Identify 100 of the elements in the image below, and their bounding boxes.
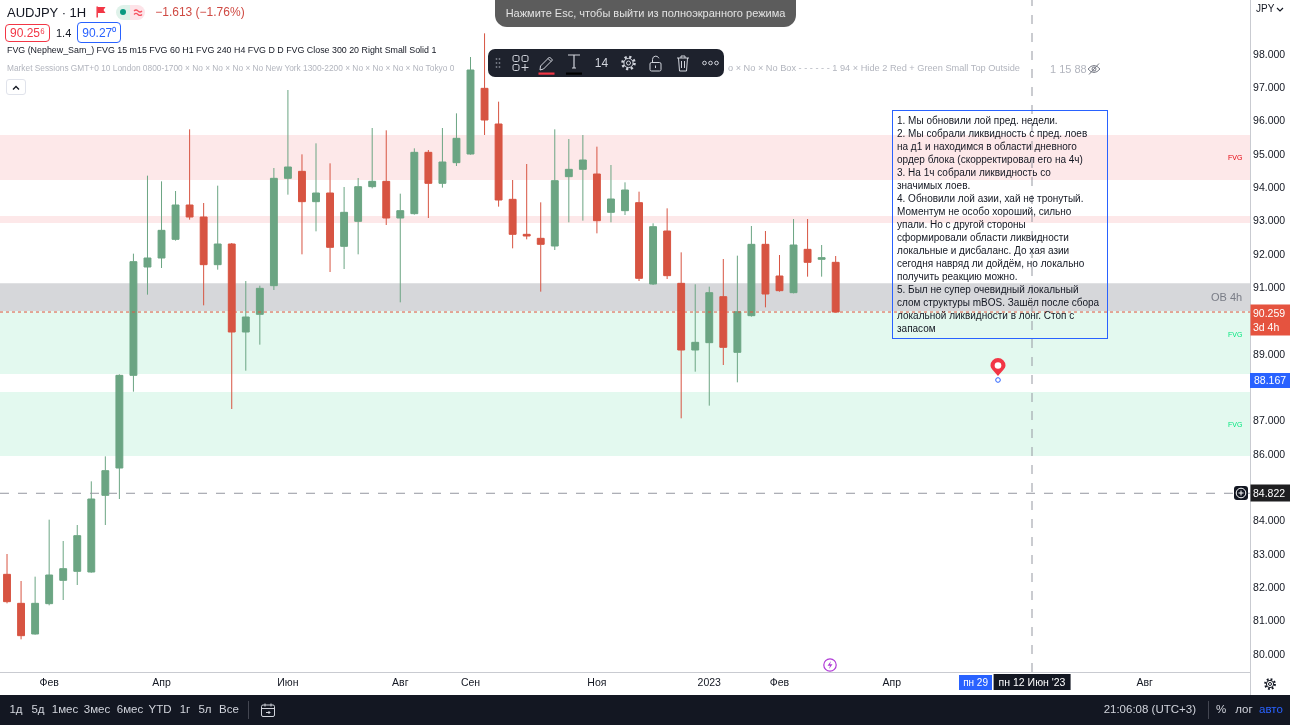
candlestick	[564, 138, 573, 223]
y-tick-label: 94.000	[1253, 181, 1286, 194]
candlestick	[621, 181, 629, 216]
candlestick	[536, 201, 545, 293]
candlestick	[354, 177, 363, 255]
x-tick-label: Фев	[39, 675, 60, 688]
annotation: 1 15 88	[1050, 63, 1087, 75]
y-tick-label: 97.000	[1253, 81, 1286, 94]
candlestick	[101, 455, 110, 526]
x-tick-label: Фев	[769, 675, 790, 688]
annotation: 90.25⁶	[5, 23, 50, 42]
y-tick-label: 83.000	[1253, 547, 1286, 560]
candlestick	[340, 186, 349, 270]
candlestick	[761, 230, 770, 308]
text: пн 12 Июн '23	[993, 674, 1071, 690]
annotation: Market Sessions GMT+0 10 London 0800-1700 × No × No × No × No New York 1300-2200 × No × No × No × No Tokyo 0	[7, 63, 455, 73]
candlestick	[73, 524, 82, 586]
candlestick	[424, 149, 433, 219]
candlestick	[255, 285, 264, 346]
x-tick-label: Апр	[882, 675, 902, 688]
banner: Нажмите Esc, чтобы выйти из полноэкранного режима	[495, 0, 796, 27]
candlestick	[368, 127, 377, 189]
y-tick-label: 82.000	[1253, 581, 1286, 594]
y-tick-label: 89.000	[1253, 347, 1286, 360]
annotation: o × No × No Box - - - - - - 1 94 × Hide 2 Red + Green Small Top Outside	[728, 63, 1020, 73]
candlestick	[452, 112, 461, 167]
candlestick	[283, 89, 292, 196]
text: пн 29	[959, 675, 992, 690]
y-tick-label: 98.000	[1253, 47, 1286, 60]
candlestick	[298, 153, 306, 255]
candlestick	[607, 164, 615, 223]
candlestick	[649, 222, 658, 286]
y-tick-label: 93.000	[1253, 214, 1286, 227]
candlestick	[508, 179, 517, 249]
candlestick	[438, 127, 447, 189]
candlestick	[747, 225, 756, 318]
y-tick-label: 87.000	[1253, 414, 1286, 427]
candlestick	[326, 162, 334, 273]
text: 88.167	[1250, 373, 1290, 388]
candlestick	[199, 202, 208, 306]
candlestick	[87, 480, 96, 574]
candlestick	[522, 163, 531, 240]
x-tick-label: Апр	[152, 675, 171, 688]
candlestick	[382, 129, 391, 226]
candlestick	[312, 142, 320, 232]
candlestick	[115, 373, 124, 500]
candlestick	[143, 175, 152, 296]
x-tick-label: Июн	[277, 675, 299, 688]
candlestick	[269, 167, 278, 291]
candlestick	[227, 242, 236, 410]
candlestick	[550, 128, 559, 251]
candlestick	[817, 244, 826, 278]
annotation: 14	[588, 49, 615, 77]
candlestick	[831, 255, 840, 313]
y-tick-label: 92.000	[1253, 247, 1286, 260]
candlestick	[677, 251, 686, 419]
x-tick-label: 2023	[697, 675, 722, 688]
candlestick	[17, 580, 26, 640]
x-tick-label: Авг	[1136, 675, 1154, 688]
annotation: −1.613 (−1.76%)	[155, 5, 245, 19]
candlestick	[45, 519, 54, 606]
x-tick-label: Ноя	[587, 675, 607, 688]
candlestick	[466, 56, 475, 156]
candlestick	[803, 218, 812, 278]
annotation: Нажмите Esc, чтобы выйти из полноэкранного режима	[505, 7, 786, 19]
candlestick	[733, 255, 742, 383]
candlestick	[691, 283, 700, 373]
y-tick-label: 84.000	[1253, 514, 1286, 527]
annotation: FVG (Nephew_Sam_) FVG 15 m15 FVG 60 H1 FVG 240 H4 FVG D D FVG Close 300 20 Right Small Solid 1	[7, 45, 437, 55]
y-tick-label: 80.000	[1253, 647, 1286, 660]
x-tick-label: Авг	[392, 675, 409, 688]
candlestick	[171, 190, 180, 242]
annotation: 90.27⁰	[77, 22, 122, 43]
y-tick-label: 91.000	[1253, 281, 1286, 293]
toolbar: 1д 5д 1мес 3мес 6мес YTD 1г 5л Все 21:06:08 (UTC+3) % лог авто	[0, 695, 1290, 725]
y-tick-label: 96.000	[1253, 114, 1286, 127]
candlestick	[592, 146, 601, 234]
candlestick	[157, 180, 166, 269]
ref-line-label: 90.259 3d 4h	[1253, 307, 1286, 333]
candlestick	[129, 253, 138, 393]
candlestick	[241, 280, 250, 372]
candlestick	[59, 540, 68, 601]
y-tick-label: 86.000	[1253, 447, 1286, 460]
ref-line-label: 84.822	[1253, 487, 1286, 499]
candlestick	[410, 147, 419, 216]
y-axis-title: JPY	[1256, 3, 1275, 14]
text: 1. Мы обновили лой пред. недели. 2. Мы собрали ликвидность с пред. лоев на д1 и находимся в области дневного ордер блока (скорректировал его на 4ч) 3. На 1ч собрали ликвидность со значимых лоев. 4. Обновили лой азии, хай не тронутый. Моментум не особо хороший, сильно упали. Но с другой стороны сформировали области ликвидности локальные и дисбаланс. До хая азии сегодня навряд ли дойдём, но локально получить реакцию можно. 5. Был не супер очевидный локальный слом структуры mBOS. Зашёл после сбора локальной ликвидности в лонг. Стоп с запасом	[897, 115, 1100, 334]
candlestick	[480, 32, 489, 136]
candlestick	[396, 193, 405, 303]
candlestick	[663, 207, 672, 280]
band-label: OB 4h	[1211, 291, 1243, 303]
candlestick	[705, 286, 714, 407]
candlestick	[789, 218, 798, 294]
candlestick	[3, 553, 11, 604]
annotation: 1.4	[55, 26, 72, 39]
y-tick-label: 95.000	[1253, 147, 1286, 160]
candlestick	[213, 185, 222, 271]
chart-title: AUDJPY · 1H	[7, 4, 87, 20]
candlestick	[635, 191, 643, 282]
x-tick-label: Сен	[460, 675, 481, 688]
